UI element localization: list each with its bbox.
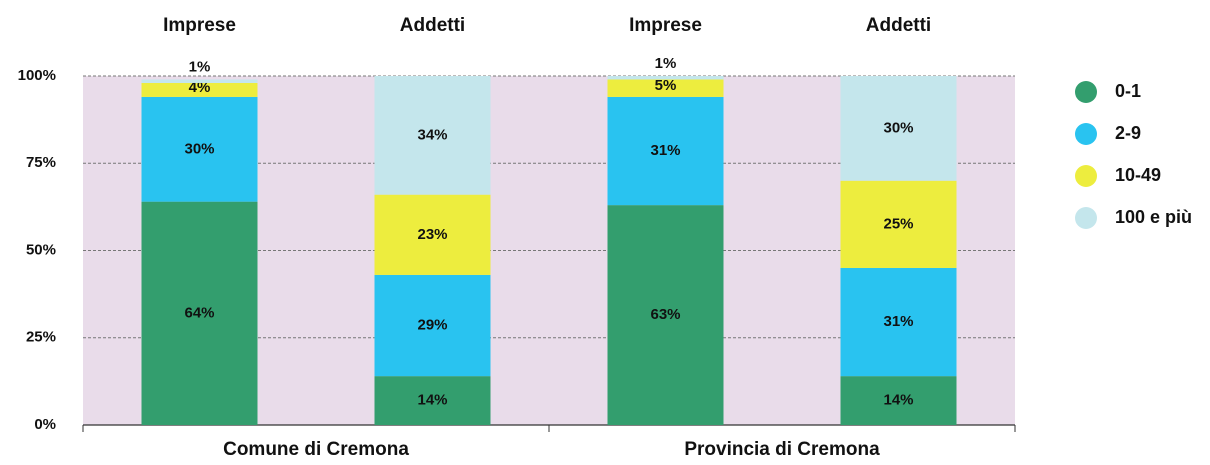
legend-swatch — [1075, 81, 1097, 103]
legend-label: 10-49 — [1115, 165, 1161, 185]
bar-segment — [840, 267, 957, 377]
y-tick-label: 25% — [26, 329, 56, 346]
data-label: 63% — [650, 306, 680, 323]
bar-segment — [374, 376, 491, 425]
bar-segment — [141, 96, 258, 202]
bar-segment — [607, 205, 724, 425]
data-label: 23% — [417, 226, 447, 243]
group-label: Comune di Cremona — [223, 439, 409, 460]
y-tick-label: 100% — [18, 67, 56, 84]
bar-segment — [607, 76, 724, 80]
category-label: Addetti — [400, 15, 465, 36]
bar-segment — [840, 180, 957, 268]
bar-segment — [374, 194, 491, 275]
data-label: 14% — [883, 392, 913, 409]
data-label: 4% — [189, 79, 211, 96]
data-label: 31% — [883, 313, 913, 330]
y-tick-label: 0% — [34, 416, 56, 433]
y-tick-label: 75% — [26, 154, 56, 171]
bar-segment — [374, 274, 491, 377]
data-label: 64% — [184, 304, 214, 321]
bar-segment — [141, 201, 258, 425]
bar-segment — [607, 79, 724, 97]
data-label: 1% — [655, 55, 677, 72]
data-label: 30% — [883, 119, 913, 136]
data-label: 14% — [417, 392, 447, 409]
legend-swatch — [1075, 207, 1097, 229]
data-label: 1% — [189, 58, 211, 75]
category-label: Imprese — [629, 15, 702, 36]
category-label: Addetti — [866, 15, 931, 36]
bar-segment — [607, 96, 724, 206]
legend-swatch — [1075, 165, 1097, 187]
bar-segment — [141, 79, 258, 83]
bar-segment — [840, 376, 957, 425]
bar-segment — [141, 82, 258, 97]
legend-label: 2-9 — [1115, 123, 1141, 143]
legend-swatch — [1075, 123, 1097, 145]
bar-segment — [374, 76, 491, 195]
legend-label: 100 e più — [1115, 207, 1192, 227]
data-label: 30% — [184, 140, 214, 157]
data-label: 29% — [417, 317, 447, 334]
data-label: 5% — [655, 77, 677, 94]
data-label: 34% — [417, 126, 447, 143]
bar-segment — [840, 76, 957, 181]
y-tick-label: 50% — [26, 241, 56, 258]
data-label: 31% — [650, 142, 680, 159]
data-label: 25% — [883, 215, 913, 232]
legend-label: 0-1 — [1115, 81, 1141, 101]
group-label: Provincia di Cremona — [684, 439, 880, 460]
category-label: Imprese — [163, 15, 236, 36]
